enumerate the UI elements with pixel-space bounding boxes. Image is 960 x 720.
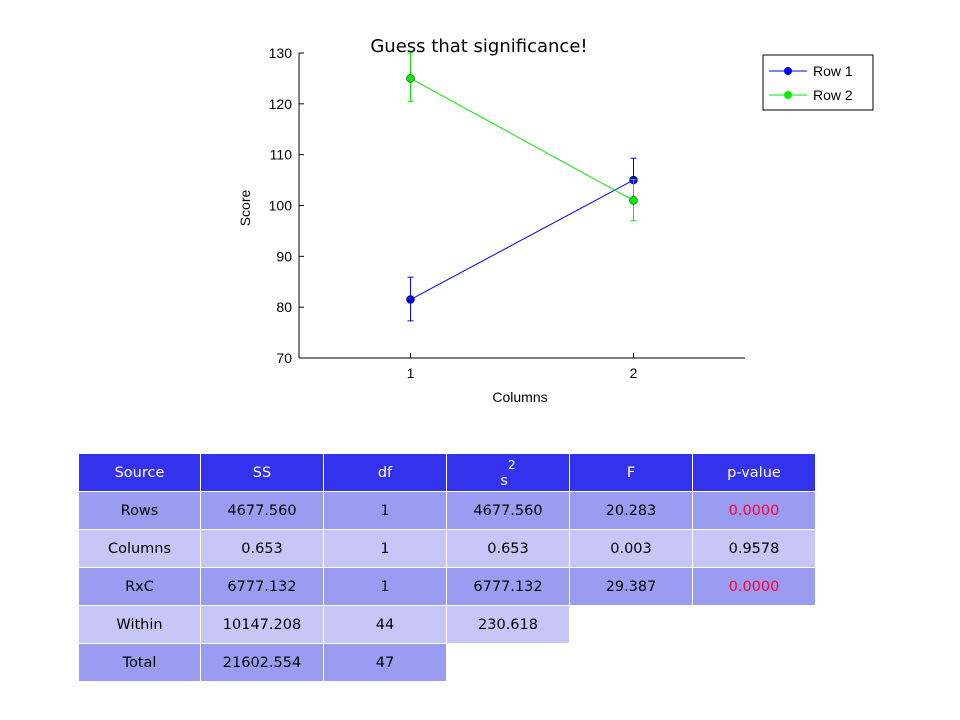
cell-ss: 6777.132 <box>200 567 324 606</box>
y-axis-ticks: 70 80 90 100 110 120 130 <box>269 45 304 366</box>
table-header-row: Source SS df s2 F p-value <box>78 453 816 492</box>
header-p-value: p-value <box>692 453 816 492</box>
header-source: Source <box>78 453 201 492</box>
cell-variance: 4677.560 <box>446 491 570 530</box>
x-tick-label: 2 <box>630 365 638 381</box>
cell-ss: 0.653 <box>200 529 324 568</box>
y-tick-label: 120 <box>269 96 293 112</box>
x-tick-label: 1 <box>407 365 415 381</box>
legend-label: Row 1 <box>813 63 853 79</box>
series-line <box>410 77 634 201</box>
series-row-2 <box>406 52 638 222</box>
cell-df: 1 <box>323 529 447 568</box>
cell-f: 29.387 <box>569 567 693 606</box>
cell-f: 0.003 <box>569 529 693 568</box>
cell-source: RxC <box>78 567 201 606</box>
legend-marker <box>784 67 792 75</box>
cell-df: 1 <box>323 491 447 530</box>
header-variance-exponent: 2 <box>507 458 516 473</box>
empty-cell <box>693 644 816 682</box>
cell-variance: 0.653 <box>446 529 570 568</box>
cell-df: 47 <box>323 643 447 682</box>
empty-cell <box>693 606 816 644</box>
legend-label: Row 2 <box>813 87 853 103</box>
cell-ss: 10147.208 <box>200 605 324 644</box>
y-tick-label: 110 <box>270 147 293 163</box>
legend-box <box>762 54 874 111</box>
series-line <box>410 179 634 300</box>
series-layer <box>406 52 638 322</box>
data-point <box>406 74 415 83</box>
cell-f: 20.283 <box>569 491 693 530</box>
empty-cell <box>570 644 693 682</box>
y-tick-label: 90 <box>276 248 292 264</box>
header-ss: SS <box>200 453 324 492</box>
header-variance-base: s <box>500 472 508 489</box>
x-axis-label: Columns <box>492 389 547 405</box>
cell-variance: 230.618 <box>446 605 570 644</box>
legend-marker <box>784 91 792 99</box>
data-point <box>406 295 415 304</box>
cell-df: 1 <box>323 567 447 606</box>
y-tick-label: 70 <box>276 350 292 366</box>
y-tick-label: 130 <box>269 45 293 61</box>
empty-cell <box>447 644 570 682</box>
series-row-1 <box>406 157 638 322</box>
cell-source: Columns <box>78 529 201 568</box>
interaction-plot: Guess that significance! 70 80 90 100 110 120… <box>237 36 874 405</box>
header-variance: s2 <box>446 453 570 492</box>
y-tick-label: 80 <box>276 299 292 315</box>
cell-p-value: 0.0000 <box>692 567 816 606</box>
empty-cell <box>570 606 693 644</box>
header-f: F <box>569 453 693 492</box>
cell-df: 44 <box>323 605 447 644</box>
plot-axes <box>298 53 745 359</box>
table-row-columns: Columns 0.653 1 0.653 0.003 0.9578 <box>78 529 816 568</box>
cell-ss: 4677.560 <box>200 491 324 530</box>
table-row-rxc: RxC 6777.132 1 6777.132 29.387 0.0000 <box>78 567 816 606</box>
y-axis-label: Score <box>237 190 253 227</box>
cell-source: Within <box>78 605 201 644</box>
table-row-within: Within 10147.208 44 230.618 <box>78 605 816 644</box>
cell-source: Rows <box>78 491 201 530</box>
cell-variance: 6777.132 <box>446 567 570 606</box>
data-point <box>629 196 638 205</box>
cell-p-value: 0.9578 <box>692 529 816 568</box>
cell-ss: 21602.554 <box>200 643 324 682</box>
cell-source: Total <box>78 643 201 682</box>
table-row-rows: Rows 4677.560 1 4677.560 20.283 0.0000 <box>78 491 816 530</box>
legend: Row 1 Row 2 <box>762 54 874 111</box>
chart-title: Guess that significance! <box>370 36 587 57</box>
anova-table: Source SS df s2 F p-value Rows 4677.560 … <box>78 453 816 682</box>
header-df: df <box>323 453 447 492</box>
cell-p-value: 0.0000 <box>692 491 816 530</box>
table-row-total: Total 21602.554 47 <box>78 643 816 682</box>
y-tick-label: 100 <box>269 198 293 214</box>
